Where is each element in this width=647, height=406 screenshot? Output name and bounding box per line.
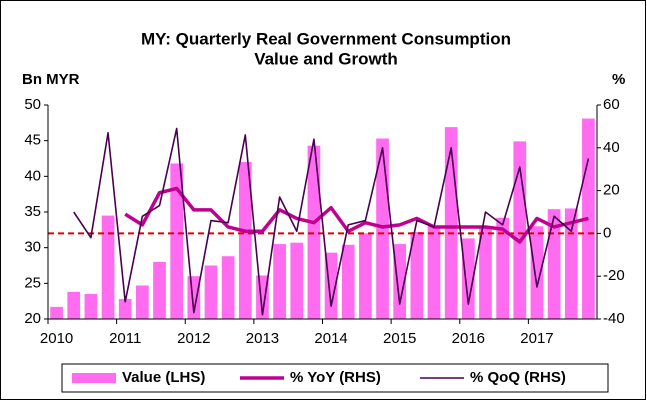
bar	[393, 244, 407, 319]
y-tick-label: 20	[24, 310, 41, 327]
legend-label: Value (LHS)	[122, 369, 205, 386]
chart-title: MY: Quarterly Real Government Consumptio…	[141, 29, 511, 48]
x-tick-label: 2013	[246, 330, 279, 347]
y2-axis-label: %	[612, 71, 625, 88]
bar	[307, 145, 321, 319]
bar	[50, 306, 63, 319]
bar	[204, 265, 218, 319]
y2-tick-label: 0	[603, 224, 611, 241]
y2-tick-label: 20	[603, 182, 620, 199]
y2-tick-label: 60	[603, 96, 620, 113]
y-tick-label: 25	[24, 274, 41, 291]
legend-swatch	[72, 373, 116, 383]
bar	[221, 256, 235, 319]
bar	[427, 226, 441, 319]
x-tick-label: 2012	[177, 330, 210, 347]
bar	[67, 291, 81, 319]
x-tick-label: 2016	[452, 330, 485, 347]
bar	[273, 244, 286, 319]
y-tick-label: 40	[24, 167, 41, 184]
legend-box	[61, 363, 609, 393]
y-tick-label: 50	[24, 96, 41, 113]
y2-tick-label: -20	[603, 267, 625, 284]
bar	[461, 238, 475, 319]
bar	[341, 244, 355, 319]
y-tick-label: 30	[24, 239, 41, 256]
y2-tick-label: 40	[603, 139, 620, 156]
y2-tick-label: -40	[603, 310, 625, 327]
y-tick-label: 45	[24, 132, 41, 149]
x-tick-label: 2010	[40, 330, 73, 347]
y-tick-label: 35	[24, 203, 41, 220]
bar	[496, 217, 509, 319]
bar	[170, 163, 184, 319]
x-tick-label: 2011	[109, 330, 141, 347]
line-series	[124, 186, 589, 244]
line-series	[73, 127, 590, 316]
bar	[101, 215, 115, 319]
x-tick-label: 2017	[520, 330, 553, 347]
bar	[564, 208, 578, 319]
legend-label: % YoY (RHS)	[290, 369, 381, 386]
x-tick-label: 2015	[383, 330, 416, 347]
bar	[410, 231, 424, 319]
bar	[479, 226, 492, 319]
bar	[359, 233, 372, 319]
bar	[84, 294, 98, 319]
bar	[153, 261, 166, 319]
legend-label: % QoQ (RHS)	[470, 369, 566, 386]
bar	[136, 285, 149, 319]
bar	[290, 242, 304, 319]
y-axis-label: Bn MYR	[22, 71, 80, 88]
bar	[118, 299, 132, 319]
bar	[547, 209, 561, 319]
bar	[530, 226, 544, 319]
chart-title: Value and Growth	[254, 49, 398, 68]
bar	[444, 127, 458, 319]
x-tick-label: 2014	[314, 330, 347, 347]
bar	[238, 162, 252, 319]
